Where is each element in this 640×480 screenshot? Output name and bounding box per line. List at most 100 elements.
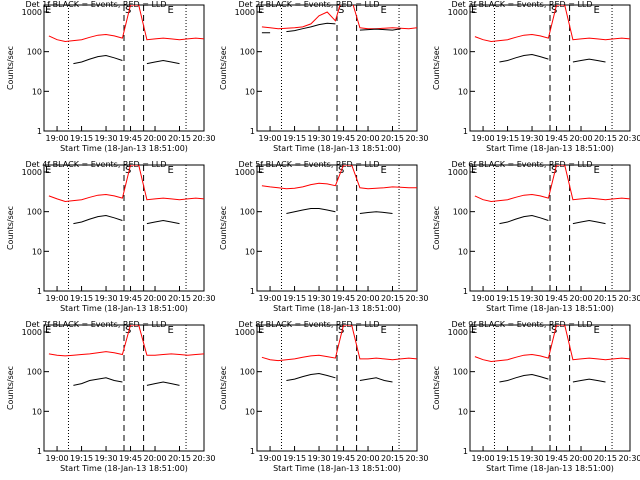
x-tick-label: 19:30	[308, 294, 331, 303]
series-line	[73, 214, 180, 225]
annotation: S	[551, 325, 557, 336]
x-axis-label: Start Time (18-Jan-13 18:51:00)	[60, 304, 188, 313]
y-tick-label: 1000	[22, 8, 42, 17]
y-axis-label: Counts/sec	[219, 46, 228, 90]
y-tick-label: 100	[453, 208, 468, 217]
annotation: E	[380, 165, 386, 176]
x-tick-label: 20:15	[381, 454, 404, 463]
x-tick-label: 20:00	[143, 294, 166, 303]
annotation: E	[258, 5, 264, 16]
annotation: S	[125, 325, 131, 336]
x-tick-label: 19:30	[95, 454, 118, 463]
y-tick-label: 100	[453, 48, 468, 57]
x-tick-label: 20:15	[168, 134, 191, 143]
series-line	[499, 214, 606, 225]
x-axis-label: Start Time (18-Jan-13 18:51:00)	[273, 304, 401, 313]
x-tick-label: 19:00	[46, 134, 69, 143]
y-tick-label: 10	[245, 87, 255, 96]
x-tick-label: 20:30	[405, 134, 428, 143]
x-tick-label: 19:00	[472, 454, 495, 463]
y-tick-label: 10	[32, 87, 42, 96]
x-tick-label: 20:30	[618, 134, 640, 143]
y-tick-label: 10	[458, 247, 468, 256]
y-axis-label: Counts/sec	[219, 366, 228, 410]
x-tick-label: 19:45	[332, 134, 355, 143]
y-axis-label: Counts/sec	[6, 46, 15, 90]
x-axis-label: Start Time (18-Jan-13 18:51:00)	[486, 144, 614, 153]
x-tick-label: 20:00	[143, 454, 166, 463]
y-axis-label: Counts/sec	[6, 206, 15, 250]
y-tick-label: 1000	[448, 168, 468, 177]
x-axis-label: Start Time (18-Jan-13 18:51:00)	[273, 464, 401, 473]
x-tick-label: 20:30	[618, 294, 640, 303]
x-tick-label: 19:45	[332, 454, 355, 463]
x-tick-label: 19:15	[283, 454, 306, 463]
annotation: E	[258, 165, 264, 176]
x-tick-label: 20:00	[356, 134, 379, 143]
x-tick-label: 19:15	[70, 294, 93, 303]
series-line	[261, 325, 417, 362]
annotation: E	[593, 5, 599, 16]
x-tick-label: 20:30	[405, 294, 428, 303]
y-tick-label: 1	[37, 447, 42, 456]
y-tick-label: 1000	[22, 328, 42, 337]
annotation: E	[593, 165, 599, 176]
annotation: S	[125, 165, 131, 176]
y-tick-label: 1	[463, 447, 468, 456]
annotation: E	[471, 165, 477, 176]
x-tick-label: 20:00	[356, 454, 379, 463]
y-tick-label: 1000	[448, 8, 468, 17]
x-tick-label: 20:30	[405, 454, 428, 463]
x-tick-label: 19:30	[95, 294, 118, 303]
x-tick-label: 19:15	[283, 294, 306, 303]
y-axis-label: Counts/sec	[6, 366, 15, 410]
y-tick-label: 1000	[235, 8, 255, 17]
annotation: S	[551, 165, 557, 176]
annotation: S	[125, 5, 131, 16]
annotation: E	[167, 5, 173, 16]
x-tick-label: 19:00	[46, 454, 69, 463]
series-line	[286, 372, 393, 383]
annotation: E	[45, 165, 51, 176]
y-tick-label: 1	[463, 127, 468, 136]
series-line	[261, 5, 417, 30]
x-tick-label: 19:30	[308, 134, 331, 143]
annotation: E	[471, 5, 477, 16]
x-tick-label: 19:45	[545, 134, 568, 143]
series-line	[261, 165, 417, 190]
x-axis-label: Start Time (18-Jan-13 18:51:00)	[60, 464, 188, 473]
y-tick-label: 1000	[235, 168, 255, 177]
series-line	[48, 165, 204, 203]
x-axis-label: Start Time (18-Jan-13 18:51:00)	[486, 304, 614, 313]
x-tick-label: 19:15	[496, 294, 519, 303]
annotation: E	[380, 325, 386, 336]
x-tick-label: 20:30	[192, 294, 215, 303]
x-tick-label: 19:00	[46, 294, 69, 303]
x-tick-label: 20:30	[618, 454, 640, 463]
series-line	[73, 377, 180, 386]
y-tick-label: 1000	[22, 168, 42, 177]
y-tick-label: 100	[27, 208, 42, 217]
y-tick-label: 10	[458, 87, 468, 96]
x-tick-label: 20:15	[594, 134, 617, 143]
y-tick-label: 10	[32, 407, 42, 416]
x-tick-label: 19:45	[119, 454, 142, 463]
annotation: E	[45, 325, 51, 336]
y-tick-label: 10	[32, 247, 42, 256]
x-tick-label: 20:15	[381, 134, 404, 143]
x-axis-label: Start Time (18-Jan-13 18:51:00)	[486, 464, 614, 473]
x-tick-label: 19:30	[308, 454, 331, 463]
y-tick-label: 100	[240, 368, 255, 377]
annotation: E	[593, 325, 599, 336]
x-tick-label: 19:15	[283, 134, 306, 143]
annotation: S	[338, 5, 344, 16]
x-tick-label: 20:30	[192, 454, 215, 463]
x-tick-label: 20:00	[569, 454, 592, 463]
x-tick-label: 20:00	[569, 294, 592, 303]
